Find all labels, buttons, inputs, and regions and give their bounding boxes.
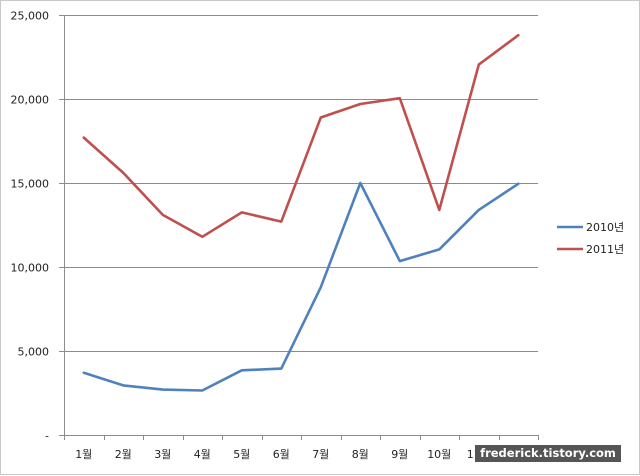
x-tick-label: 4월 [194, 448, 211, 461]
x-tick-label: 3월 [154, 448, 171, 461]
y-tick-label: 15,000 [11, 178, 50, 191]
y-tick-label: - [45, 430, 49, 443]
x-tick-label: 5월 [233, 448, 250, 461]
legend-label: 2010년 [586, 221, 624, 234]
legend-label: 2011년 [586, 243, 624, 256]
x-tick-label: 6월 [273, 448, 290, 461]
x-tick-labels: 1월2월3월4월5월6월7월8월9월10월11월12월 [75, 448, 530, 461]
watermark: frederick.tistory.com [475, 445, 621, 462]
series-line-1 [82, 33, 520, 239]
x-tick-label: 9월 [391, 448, 408, 461]
x-tick-label: 2월 [115, 448, 132, 461]
legend: 2010년 2011년 [557, 221, 624, 256]
y-tick-label: 25,000 [11, 10, 50, 23]
x-tick-label: 1월 [75, 448, 92, 461]
x-tick-label: 10월 [427, 448, 451, 461]
series-line-0 [82, 181, 520, 392]
gridlines [64, 15, 538, 352]
x-tick-label: 8월 [352, 448, 369, 461]
series-lines [82, 33, 520, 392]
y-tick-labels: - 5,000 10,000 15,000 20,000 25,000 [11, 10, 50, 443]
x-tick-label: 7월 [312, 448, 329, 461]
axes [59, 15, 539, 440]
y-tick-label: 20,000 [11, 94, 50, 107]
y-tick-label: 10,000 [11, 262, 50, 275]
y-tick-label: 5,000 [18, 346, 50, 359]
